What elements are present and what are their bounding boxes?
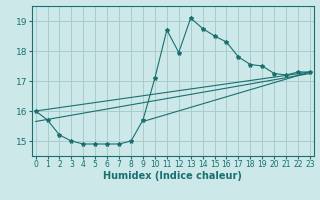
- X-axis label: Humidex (Indice chaleur): Humidex (Indice chaleur): [103, 171, 242, 181]
